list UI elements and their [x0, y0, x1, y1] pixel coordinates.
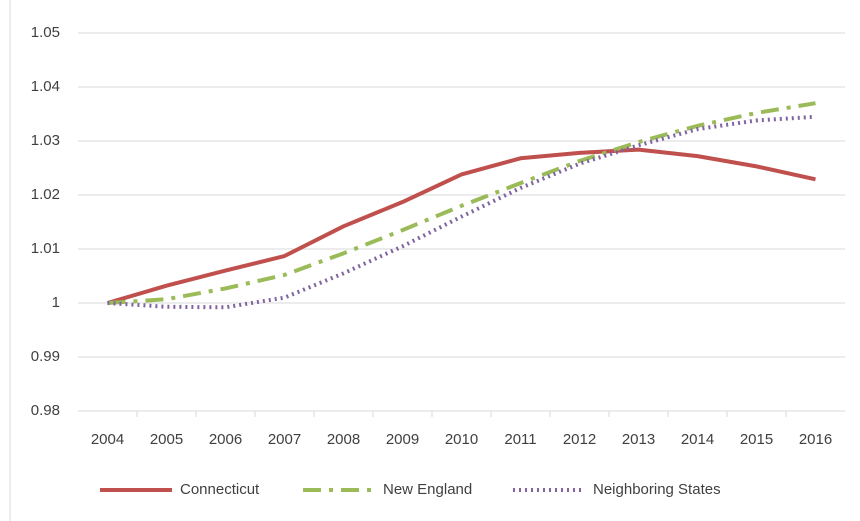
series-line: [107, 114, 816, 310]
x-tick-label: 2013: [622, 431, 655, 448]
series-line: [107, 101, 816, 305]
y-tick-label: 1.04: [31, 78, 60, 95]
y-tick-label: 0.99: [31, 348, 60, 365]
x-tick-label: 2007: [268, 431, 301, 448]
x-tick-label: 2005: [150, 431, 183, 448]
y-tick-label: 1.03: [31, 132, 60, 149]
series-line: [106, 147, 816, 305]
legend-label: Neighboring States: [593, 481, 721, 498]
x-tick-label: 2012: [563, 431, 596, 448]
legend-label: Connecticut: [180, 481, 260, 498]
y-tick-label: 0.98: [31, 402, 60, 419]
x-tick-label: 2010: [445, 431, 478, 448]
x-tick-label: 2011: [504, 431, 536, 448]
x-tick-label: 2004: [91, 431, 124, 448]
x-tick-label: 2014: [681, 431, 714, 448]
y-tick-label: 1: [52, 294, 60, 311]
x-tick-label: 2006: [209, 431, 242, 448]
y-tick-label: 1.01: [31, 240, 60, 257]
y-tick-label: 1.02: [31, 186, 60, 203]
x-tick-label: 2016: [799, 431, 832, 448]
x-tick-label: 2008: [327, 431, 360, 448]
x-tick-label: 2009: [386, 431, 419, 448]
x-tick-label: 2015: [740, 431, 773, 448]
legend-label: New England: [383, 481, 472, 498]
y-tick-label: 1.05: [31, 24, 60, 41]
